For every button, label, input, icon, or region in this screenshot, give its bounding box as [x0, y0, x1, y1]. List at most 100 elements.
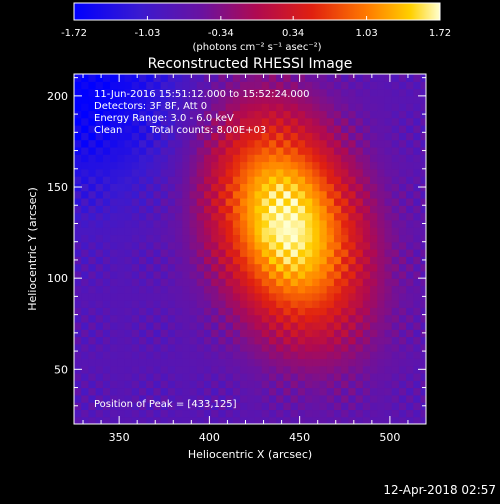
- heatmap-cell: [297, 343, 306, 352]
- heatmap-cell: [110, 241, 118, 250]
- heatmap-cell: [175, 125, 183, 133]
- heatmap-cell: [138, 183, 147, 192]
- heatmap-cell: [290, 285, 299, 294]
- heatmap-cell: [196, 197, 205, 206]
- heatmap-cell: [196, 278, 205, 287]
- heatmap-cell: [211, 154, 220, 163]
- heatmap-cell: [283, 278, 292, 287]
- heatmap-cell: [398, 168, 407, 177]
- heatmap-cell: [225, 241, 234, 250]
- heatmap-cell: [355, 125, 364, 133]
- heatmap-cell: [297, 365, 306, 374]
- heatmap-cell: [138, 241, 147, 250]
- heatmap-cell: [189, 270, 198, 279]
- heatmap-cell: [413, 110, 422, 119]
- heatmap-cell: [225, 285, 234, 294]
- heatmap-cell: [95, 74, 104, 82]
- heatmap-cell: [247, 190, 256, 199]
- heatmap-cell: [182, 197, 191, 206]
- heatmap-cell: [138, 343, 147, 352]
- heatmap-cell: [146, 409, 155, 418]
- heatmap-cell: [81, 394, 90, 403]
- heatmap-cell: [211, 307, 220, 316]
- heatmap-cell: [81, 329, 90, 338]
- heatmap-cell: [290, 161, 299, 170]
- colorbar-tick-label: 0.34: [282, 28, 304, 39]
- heatmap-cell: [398, 372, 407, 381]
- heatmap-cell: [348, 103, 357, 112]
- heatmap-cell: [247, 161, 256, 170]
- heatmap-cell: [225, 117, 234, 126]
- heatmap-cell: [326, 314, 335, 323]
- heatmap-cell: [225, 176, 234, 184]
- heatmap-cell: [225, 183, 234, 192]
- heatmap-cell: [333, 314, 342, 323]
- heatmap-cell: [355, 212, 364, 221]
- heatmap-cell: [276, 358, 284, 367]
- heatmap-cell: [319, 300, 328, 308]
- heatmap-cell: [189, 249, 198, 257]
- heatmap-cell: [225, 263, 234, 272]
- heatmap-cell: [211, 219, 220, 228]
- heatmap-cell: [312, 139, 321, 148]
- heatmap-cell: [95, 219, 104, 228]
- heatmap-cell: [362, 190, 371, 199]
- heatmap-cell: [247, 409, 256, 418]
- heatmap-cell: [290, 394, 299, 403]
- heatmap-cell: [326, 132, 335, 141]
- heatmap-cell: [290, 307, 299, 316]
- heatmap-cell: [240, 103, 248, 112]
- heatmap-cell: [189, 88, 198, 97]
- heatmap-cell: [240, 365, 248, 374]
- heatmap-cell: [124, 402, 133, 411]
- heatmap-cell: [268, 88, 277, 97]
- heatmap-cell: [211, 132, 220, 141]
- heatmap-cell: [146, 380, 155, 389]
- heatmap-cell: [355, 110, 364, 119]
- heatmap-cell: [333, 139, 342, 148]
- heatmap-cell: [297, 212, 306, 221]
- heatmap-cell: [102, 212, 111, 221]
- heatmap-cell: [276, 168, 284, 177]
- heatmap-cell: [391, 95, 400, 104]
- heatmap-cell: [362, 416, 371, 424]
- heatmap-cell: [88, 292, 97, 301]
- heatmap-cell: [413, 278, 422, 287]
- heatmap-cell: [384, 110, 393, 119]
- heatmap-cell: [247, 307, 256, 316]
- heatmap-cell: [398, 263, 407, 272]
- heatmap-cell: [81, 263, 90, 272]
- heatmap-cell: [211, 176, 220, 184]
- heatmap-cell: [81, 183, 90, 192]
- heatmap-cell: [341, 168, 349, 177]
- heatmap-cell: [370, 117, 378, 126]
- heatmap-cell: [341, 358, 349, 367]
- heatmap-cell: [175, 227, 183, 236]
- heatmap-cell: [196, 263, 205, 272]
- heatmap-cell: [362, 88, 371, 97]
- heatmap-cell: [225, 95, 234, 104]
- heatmap-cell: [117, 365, 126, 374]
- heatmap-cell: [377, 81, 386, 90]
- colorbar-tick-label: 1.72: [429, 28, 451, 39]
- heatmap-cell: [391, 402, 400, 411]
- heatmap-cell: [167, 227, 176, 236]
- heatmap-cell: [95, 139, 104, 148]
- heatmap-cell: [189, 110, 198, 119]
- heatmap-cell: [247, 336, 256, 345]
- heatmap-cell: [413, 117, 422, 126]
- heatmap-cell: [420, 234, 426, 243]
- heatmap-cell: [88, 329, 97, 338]
- heatmap-cell: [261, 117, 270, 126]
- heatmap-cell: [305, 292, 313, 301]
- heatmap-cell: [305, 387, 313, 396]
- heatmap-cell: [355, 256, 364, 265]
- heatmap-cell: [189, 358, 198, 367]
- heatmap-cell: [297, 270, 306, 279]
- heatmap-cell: [117, 234, 126, 243]
- heatmap-cell: [138, 372, 147, 381]
- heatmap-cell: [348, 365, 357, 374]
- heatmap-cell: [175, 380, 183, 389]
- heatmap-cell: [333, 212, 342, 221]
- heatmap-cell: [268, 285, 277, 294]
